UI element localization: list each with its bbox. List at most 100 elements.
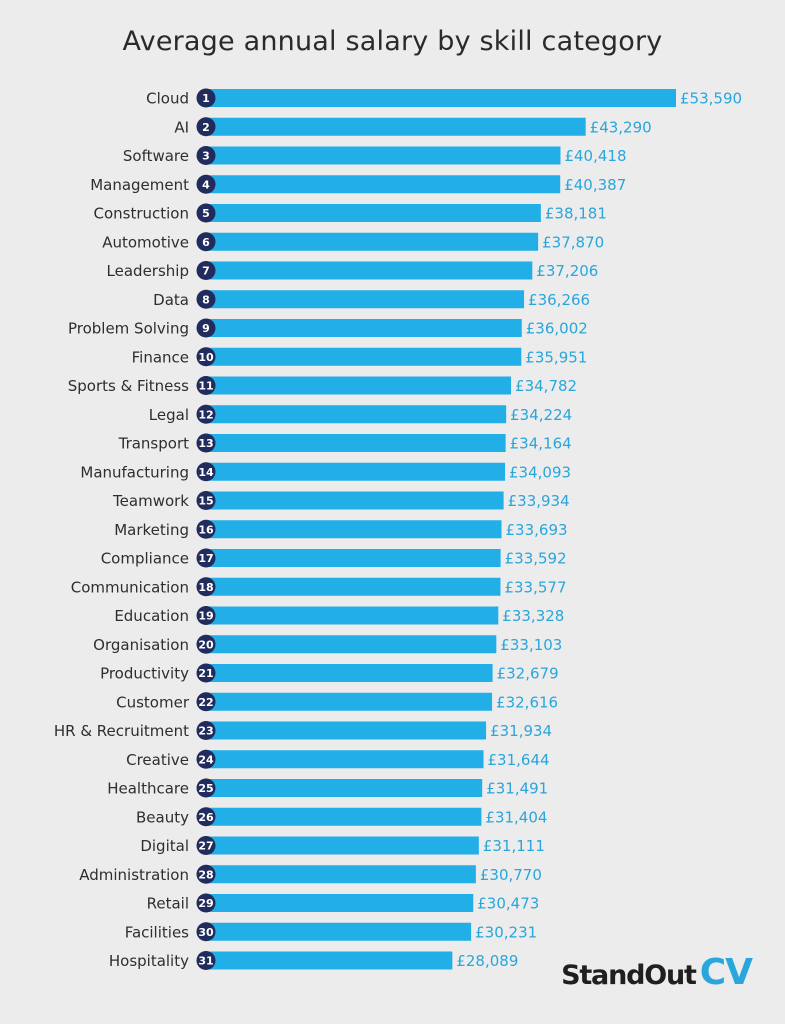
value-label: £30,473 (477, 895, 539, 913)
bar (206, 89, 676, 107)
rank-badge (196, 864, 216, 884)
category-label: Software (123, 147, 189, 165)
value-label: £33,592 (505, 550, 567, 568)
rank-badge (196, 951, 216, 970)
rank-badge (196, 462, 216, 482)
rank-number: 1 (202, 92, 210, 105)
rank-badge (196, 778, 216, 798)
rank-number: 20 (198, 638, 214, 651)
bar (206, 347, 522, 366)
rank-number: 29 (198, 897, 213, 910)
bar-row: 31 Hospitality £28,089 (109, 951, 518, 970)
bar (206, 520, 502, 539)
rank-badge (196, 117, 216, 137)
rank-number: 28 (198, 868, 213, 881)
category-label: Facilities (125, 923, 189, 941)
bar-row: 4 Management £40,387 (90, 174, 626, 194)
value-label: £43,290 (590, 118, 652, 136)
bar-row: 16 Marketing £33,693 (114, 519, 568, 539)
rank-number: 27 (198, 840, 213, 853)
value-label: £33,693 (506, 521, 568, 539)
rank-number: 5 (202, 207, 210, 220)
category-label: Productivity (100, 665, 189, 683)
value-label: £31,934 (490, 722, 552, 740)
bar (206, 922, 472, 941)
bar-row: 26 Beauty £31,404 (136, 807, 547, 827)
rank-number: 24 (198, 753, 214, 766)
logo-standout-text: StandOut (561, 960, 697, 991)
category-label: Sports & Fitness (68, 377, 189, 395)
bar (206, 635, 497, 654)
rank-badge (196, 146, 216, 165)
value-label: £37,206 (536, 262, 598, 280)
bar-row: 18 Communication £33,577 (71, 577, 567, 597)
category-label: Cloud (146, 90, 189, 108)
bar-row: 15 Teamwork £33,934 (112, 491, 570, 510)
bar-row: 2 AI £43,290 (174, 117, 652, 137)
bar (206, 117, 586, 136)
rank-badge (196, 807, 216, 827)
bar (206, 836, 479, 855)
category-label: Organisation (93, 636, 189, 654)
rank-badge (196, 404, 216, 424)
category-label: Transport (118, 435, 190, 453)
rank-number: 4 (202, 178, 210, 191)
value-label: £53,590 (680, 90, 742, 108)
value-label: £34,224 (510, 406, 572, 424)
value-label: £36,266 (528, 291, 590, 309)
bar (206, 865, 476, 884)
rank-badge (196, 289, 216, 309)
value-label: £38,181 (545, 205, 607, 223)
category-label: Healthcare (107, 780, 189, 798)
rank-badge (196, 491, 216, 510)
bar (206, 894, 474, 912)
category-label: Customer (116, 693, 190, 711)
bar (206, 807, 482, 826)
bar-row: 23 HR & Recruitment £31,934 (54, 721, 552, 740)
category-label: Construction (93, 205, 189, 223)
value-label: £32,679 (497, 665, 559, 683)
bar-row: 28 Administration £30,770 (79, 864, 542, 884)
rank-number: 30 (198, 926, 214, 939)
rank-badge (196, 261, 216, 280)
bar (206, 951, 453, 970)
category-label: Data (153, 291, 189, 309)
rank-number: 12 (198, 408, 213, 421)
bar-row: 5 Construction £38,181 (93, 203, 607, 223)
bar-row: 21 Productivity £32,679 (100, 663, 559, 683)
rank-badge (196, 721, 216, 740)
value-label: £33,577 (504, 578, 566, 596)
bar (206, 232, 539, 251)
bar-row: 19 Education £33,328 (114, 606, 564, 625)
rank-badge (196, 692, 216, 712)
bar (206, 721, 487, 740)
bar-row: 25 Healthcare £31,491 (107, 778, 548, 798)
logo-cv-text: CV (699, 952, 753, 993)
rank-number: 26 (198, 811, 214, 824)
bar-row: 6 Automotive £37,870 (102, 232, 604, 252)
category-label: Digital (140, 837, 189, 855)
category-label: Problem Solving (68, 320, 189, 338)
rank-number: 11 (198, 380, 213, 393)
rank-badge (196, 893, 216, 913)
bar (206, 577, 501, 596)
value-label: £40,418 (564, 147, 626, 165)
bar (206, 491, 504, 510)
rank-number: 18 (198, 581, 213, 594)
value-label: £34,782 (515, 377, 577, 395)
category-label: Beauty (136, 808, 189, 826)
rank-number: 21 (198, 667, 213, 680)
value-label: £33,934 (508, 492, 570, 510)
value-label: £30,770 (480, 866, 542, 884)
rank-number: 15 (198, 495, 213, 508)
rank-number: 9 (202, 322, 210, 335)
bar-row: 12 Legal £34,224 (149, 404, 572, 424)
value-label: £31,491 (486, 780, 548, 798)
rank-badge (196, 174, 216, 194)
category-label: Finance (132, 348, 189, 366)
bar-row: 30 Facilities £30,231 (125, 922, 537, 942)
rank-badge (196, 836, 216, 855)
bar (206, 405, 507, 424)
rank-badge (196, 749, 216, 769)
